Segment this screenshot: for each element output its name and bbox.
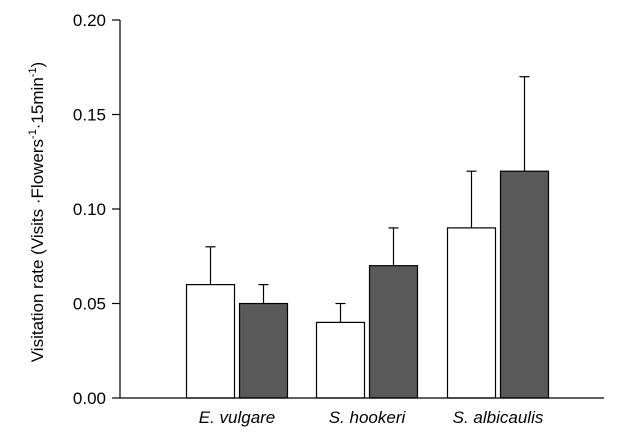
x-category-label: E. vulgare [199,408,276,427]
y-axis-title-main: Visitation rate (Visits ·Flowers [28,139,47,362]
y-tick-label: 0.10 [73,200,106,219]
y-tick-label: 0.00 [73,389,106,408]
y-axis-title-mid: ·15min [28,77,47,129]
y-tick-label: 0.20 [73,11,106,30]
bar [185,284,236,399]
x-categories-layer: E. vulgare S. hookeri S. albicaulis [199,408,544,427]
y-axis-title: Visitation rate (Visits ·Flowers-1·15min… [27,62,47,362]
x-category-label: S. hookeri [329,408,407,427]
y-axis-title-end: ) [28,62,47,68]
bar [446,227,497,399]
bar [315,321,366,399]
y-tick-label: 0.15 [73,106,106,125]
bars-layer [185,76,550,399]
y-ticks-layer: 0.00 0.05 0.10 0.15 0.20 [73,11,120,408]
bar [499,170,550,399]
y-axis-title-sup2: -1 [27,67,39,77]
bar [238,302,289,399]
bar [368,265,419,399]
x-category-label: S. albicaulis [453,408,544,427]
y-axis-title-sup1: -1 [27,129,39,139]
y-tick-label: 0.05 [73,295,106,314]
